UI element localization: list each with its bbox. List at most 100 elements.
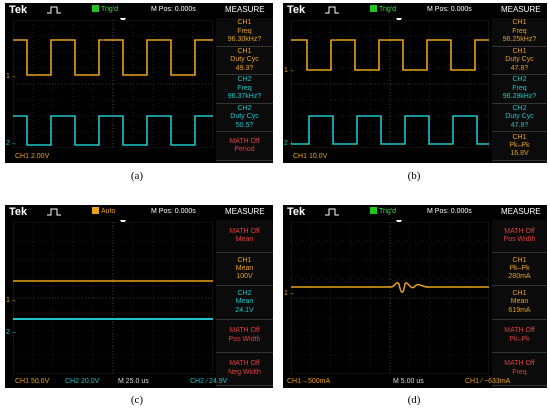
measure-readout[interactable]: MATH Off Mean [216,220,273,254]
label-sub: GS2 [319,96,334,106]
measure-readout[interactable]: CH1 Pk–Pk 16.8V [492,132,547,161]
measure-line: 96.29kHz? [502,93,537,101]
measure-readout[interactable]: MATH Off Period [216,132,273,161]
caption-b: (b) [407,170,421,182]
measure-readout[interactable]: MATH Off Pos Width [216,320,273,353]
measure-readout[interactable]: MATH Off Freq [492,353,547,386]
mpos-readout: M Pos: 0.000s [151,6,196,13]
scope-topbar: Tek Trig'd M Pos: 0.000s MEASURE [283,3,547,18]
measure-line: Pos Width [503,236,536,244]
caption-a: (a) [130,170,144,182]
trace-label-vgs2: VGS2 [311,89,334,105]
waveform-grid [13,20,213,148]
mpos-readout: M Pos: 0.000s [427,6,472,13]
ch1-scale-readout: CH1→500mA [287,378,331,385]
measure-line: 47.8? [510,64,529,72]
measure-line: Pk–Pk [509,335,530,343]
scope-panel-d: Tek Trig'd M Pos: 0.000s MEASURE 1→ MATH… [283,205,547,388]
label-sub: 2 [100,99,105,109]
waveform-grid [291,20,489,148]
measure-line: Freq [237,27,252,35]
ch1-marker: 1→ [284,67,295,74]
measure-readout[interactable]: MATH Off Pos Width [492,220,547,254]
graticule [291,222,489,374]
measure-line: Mean [510,298,529,306]
measure-line: CH1 [237,47,252,55]
timebase-readout: M 25.0 us [118,378,149,385]
brand-label: Tek [9,206,28,218]
measure-readout[interactable]: CH2 Mean 24.1V [216,286,273,320]
trigger-mode-icon [325,208,339,216]
measure-line: 96.25kHz? [502,36,537,43]
measure-line: 280mA [508,273,531,281]
measure-readout[interactable]: CH1 Duty Cyc 49.3? [216,47,273,76]
ch2-scale-readout: CH2 20.0V [65,378,100,385]
measure-line: MATH Off [229,327,260,335]
measure-line: Duty Cyc [505,113,534,121]
measure-sidebar: MATH Off Mean CH1 Mean 100V CH2 Mean 24.1V MATH … [216,220,273,388]
bottom-status-bar: CH1 2.00V [5,151,216,163]
trigger-status-text: Trig'd [379,6,397,13]
trace-label-output-voltage: Output Voltage [36,245,109,259]
measure-line: CH2 [512,104,527,112]
trigger-level-readout: CH1 ∕ −633mA [465,378,511,385]
measure-line: Freq [512,368,527,376]
measure-line: 96.37kHz? [227,93,262,101]
ch1-waveform [291,39,489,71]
ch2-marker: 2→ [6,140,17,147]
graticule [13,222,213,374]
measure-line: CH2 [237,76,252,84]
ch2-waveform [291,115,489,145]
measure-line: CH1 [237,256,252,264]
measure-line: Duty Cyc [505,56,534,64]
measure-line: Mean [235,265,254,273]
measure-line: Duty Cyc [230,113,259,121]
ch1-scale-readout: CH1 2.00V [15,153,50,160]
scope-topbar: Tek Trig'd M Pos: 0.000s MEASURE [5,3,273,18]
ch1-waveform [291,282,489,293]
measure-line: 49.3? [235,64,254,72]
trigger-status-badge: Auto [90,207,117,217]
measure-readout[interactable]: CH2 Duty Cyc 50.5? [216,104,273,133]
measure-readout[interactable]: MATH Off Neg Width [216,353,273,386]
measure-line: CH1 [512,256,527,264]
measure-line: Freq [512,84,527,92]
measure-readout[interactable]: CH1 Freq 96.25kHz? [492,18,547,47]
mpos-readout: M Pos: 0.000s [427,208,472,215]
measure-sidebar: CH1 Freq 96.30kHz? CH1 Duty Cyc 49.3? CH2 Freq 9… [216,18,273,163]
measure-readout[interactable]: CH1 Duty Cyc 47.8? [492,47,547,76]
measure-readout[interactable]: CH2 Freq 96.37kHz? [216,75,273,104]
measure-readout[interactable]: CH2 Freq 96.29kHz? [492,75,547,104]
trigger-status-icon [92,207,99,214]
measure-readout[interactable]: CH2 Duty Cyc 47.8? [492,104,547,133]
caption-c: (c) [130,394,144,406]
measure-readout[interactable]: CH1 Mean 100V [216,253,273,287]
ch1-marker: 1→ [6,297,17,304]
trigger-status-text: Trig'd [101,6,119,13]
measure-line: 100V [236,273,253,281]
trace-label-s2: Pulse for S2 [48,92,105,108]
trigger-status-badge: Trig'd [368,207,398,217]
measure-line: 619mA [508,306,531,314]
measure-title: MEASURE [501,5,541,14]
ch1-scale-readout: CH1 50.0V [15,378,50,385]
measure-line: Mean [235,236,254,244]
measure-readout[interactable]: CH1 Pk–Pk 280mA [492,253,547,287]
bottom-status-bar: CH1 50.0V CH2 20.0V M 25.0 us CH2 ∕ 24.9… [5,376,273,388]
measure-line: 24.1V [235,306,254,314]
measure-readout[interactable]: CH1 Freq 96.30kHz? [216,18,273,47]
trigger-status-icon [92,5,99,12]
trace-label-output-current: Output Current [313,256,386,270]
measure-line: Pos Width [228,335,261,343]
trigger-status-text: Trig'd [379,208,397,215]
scope-panel-a: Tek Trig'd M Pos: 0.000s MEASURE 1→ 2→ C… [5,3,273,163]
trigger-mode-icon [325,6,339,14]
measure-line: 50.5? [235,121,254,129]
measure-readout[interactable]: MATH Off Pk–Pk [492,320,547,353]
scope-panel-b: Tek Trig'd M Pos: 0.000s MEASURE 1→ 2→ C… [283,3,547,163]
brand-label: Tek [9,4,28,16]
measure-line: CH1 [512,289,527,297]
measure-line: Pk–Pk [509,141,530,149]
ch2-marker: 2→ [284,140,295,147]
measure-readout[interactable]: CH1 Mean 619mA [492,286,547,320]
